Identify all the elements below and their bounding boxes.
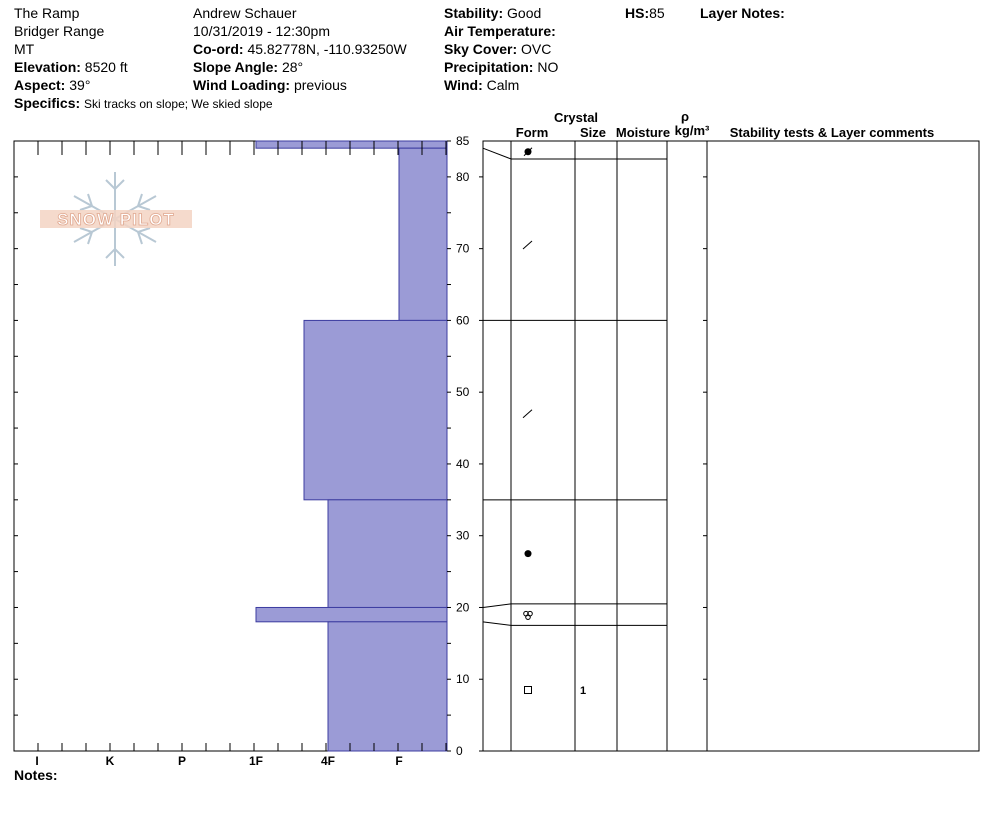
air-temp-field: Air Temperature: bbox=[444, 22, 556, 40]
stability-value: Good bbox=[507, 5, 542, 21]
layer-connector-1 bbox=[482, 147, 512, 160]
hardness-layer-4 bbox=[255, 606, 448, 623]
hardness-plot: I K P 1F 4F F 0 10 20 30 40 50 60 70 80 85 bbox=[13, 134, 470, 768]
depth-label-70: 70 bbox=[456, 242, 470, 256]
rounded-grain-icon-3 bbox=[524, 550, 532, 558]
depth-label-80: 80 bbox=[456, 170, 470, 184]
hardness-layer-1 bbox=[398, 147, 448, 321]
snowpilot-logo: SNOW PILOT bbox=[40, 172, 192, 266]
rho-header: ρ bbox=[681, 109, 689, 124]
depth-label-0: 0 bbox=[456, 744, 463, 758]
layer-notes-field: Layer Notes: bbox=[700, 4, 785, 22]
logo-text: SNOW PILOT bbox=[57, 210, 175, 229]
rounded-faceted-slash bbox=[523, 147, 533, 157]
depth-label-85: 85 bbox=[456, 134, 470, 148]
layer-table: 1 bbox=[479, 140, 980, 752]
size-header: Size bbox=[580, 125, 606, 140]
hs-field: HS:85 bbox=[625, 4, 665, 22]
faceted-square bbox=[524, 686, 532, 694]
location-name: The Ramp bbox=[14, 5, 80, 21]
slope-field: Slope Angle: 28° bbox=[193, 58, 303, 76]
specifics-value: Ski tracks on slope; We skied slope bbox=[84, 97, 273, 111]
hardness-label-1F: 1F bbox=[249, 754, 263, 768]
depth-label-40: 40 bbox=[456, 457, 470, 471]
density-header: kg/m³ bbox=[675, 123, 710, 138]
state-name: MT bbox=[14, 41, 35, 57]
depth-label-30: 30 bbox=[456, 529, 470, 543]
air-temp-label: Air Temperature: bbox=[444, 23, 556, 39]
table-frame bbox=[482, 140, 980, 752]
coord-label: Co-ord: bbox=[193, 41, 244, 57]
faceted-icon-5 bbox=[524, 686, 532, 694]
moisture-header: Moisture bbox=[616, 125, 670, 140]
stability-field: Stability: Good bbox=[444, 4, 541, 22]
sky-label: Sky Cover: bbox=[444, 41, 518, 57]
wind-loading-value: previous bbox=[293, 77, 347, 93]
crystal-size-5: 1 bbox=[580, 685, 586, 697]
rounded-grain-dot bbox=[524, 550, 532, 558]
hardness-layer-0 bbox=[255, 140, 448, 149]
notes-field: Notes: bbox=[14, 766, 58, 784]
melt-freeze-circle-c bbox=[525, 614, 531, 620]
sky-field: Sky Cover: OVC bbox=[444, 40, 551, 58]
range-name: Bridger Range bbox=[14, 23, 105, 39]
comments-header: Stability tests & Layer comments bbox=[730, 125, 934, 140]
aspect-value: 39° bbox=[69, 77, 91, 93]
depth-label-50: 50 bbox=[456, 385, 470, 399]
wind-field: Wind: Calm bbox=[444, 76, 519, 94]
melt-freeze-icon-4 bbox=[523, 610, 533, 620]
wind-loading-field: Wind Loading: previous bbox=[193, 76, 347, 94]
wind-value: Calm bbox=[486, 77, 520, 93]
decomposing-slash bbox=[522, 240, 533, 250]
hardness-label-4F: 4F bbox=[321, 754, 335, 768]
elevation-value: 8520 ft bbox=[84, 59, 128, 75]
decomposing-icon-1 bbox=[522, 240, 533, 250]
decomposing-icon-2 bbox=[522, 409, 533, 419]
notes-label: Notes: bbox=[14, 767, 58, 783]
wind-label: Wind: bbox=[444, 77, 483, 93]
decomposing-slash bbox=[522, 409, 533, 419]
depth-label-10: 10 bbox=[456, 672, 470, 686]
form-header: Form bbox=[516, 125, 549, 140]
coord-field: Co-ord: 45.82778N, -110.93250W bbox=[193, 40, 407, 58]
rounded-faceted-icon-0 bbox=[523, 147, 533, 157]
specifics-field: Specifics: Ski tracks on slope; We skied… bbox=[14, 94, 273, 113]
aspect-label: Aspect: bbox=[14, 77, 66, 93]
hardness-layer-3 bbox=[327, 499, 448, 608]
layer-connector-4 bbox=[482, 603, 512, 608]
hardness-label-P: P bbox=[178, 754, 186, 768]
precip-value: NO bbox=[537, 59, 559, 75]
layer-connector-5 bbox=[482, 621, 512, 626]
depth-label-20: 20 bbox=[456, 600, 470, 614]
layer-notes-label: Layer Notes: bbox=[700, 5, 785, 21]
depth-label-60: 60 bbox=[456, 313, 470, 327]
hardness-layer-2 bbox=[303, 319, 448, 501]
elevation-label: Elevation: bbox=[14, 59, 81, 75]
crystal-header: Crystal bbox=[554, 110, 598, 125]
hardness-label-K: K bbox=[106, 754, 115, 768]
hardness-layer-5 bbox=[327, 621, 448, 752]
observer-name: Andrew Schauer bbox=[193, 5, 297, 21]
coord-value: 45.82778N, -110.93250W bbox=[247, 41, 407, 57]
wind-loading-label: Wind Loading: bbox=[193, 77, 291, 93]
elevation-field: Elevation: 8520 ft bbox=[14, 58, 128, 76]
sky-value: OVC bbox=[521, 41, 552, 57]
slope-label: Slope Angle: bbox=[193, 59, 279, 75]
hs-value: 85 bbox=[649, 5, 665, 21]
hardness-label-I: I bbox=[35, 754, 38, 768]
hs-label: HS: bbox=[625, 5, 650, 21]
obs-datetime: 10/31/2019 - 12:30pm bbox=[193, 23, 330, 39]
hardness-label-F: F bbox=[395, 754, 402, 768]
stability-label: Stability: bbox=[444, 5, 504, 21]
aspect-field: Aspect: 39° bbox=[14, 76, 90, 94]
slope-value: 28° bbox=[281, 59, 304, 75]
precip-field: Precipitation: NO bbox=[444, 58, 558, 76]
specifics-label: Specifics: bbox=[14, 95, 81, 111]
precip-label: Precipitation: bbox=[444, 59, 534, 75]
